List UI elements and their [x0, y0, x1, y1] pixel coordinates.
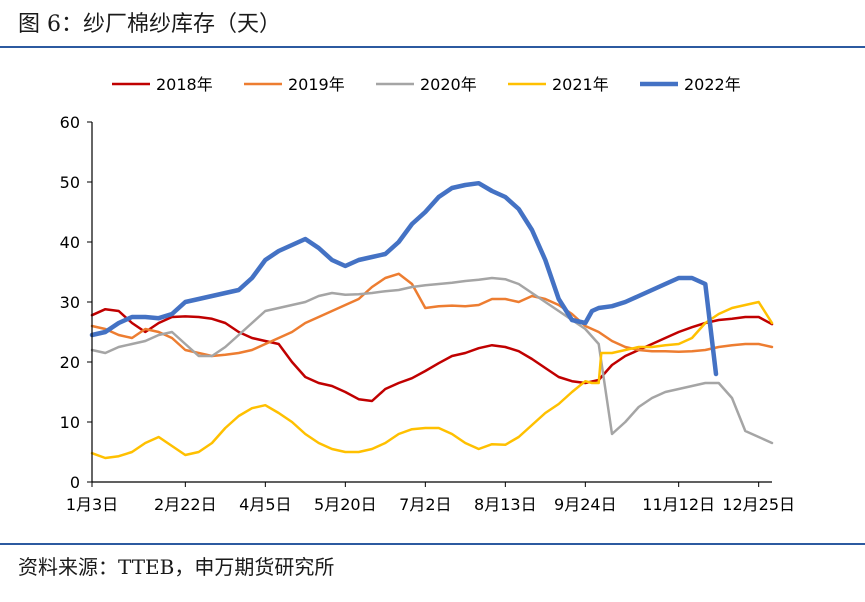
series-line-1	[90, 307, 774, 403]
legend-label: 2020年	[420, 75, 477, 94]
x-tick-label: 9月24日	[554, 495, 617, 514]
x-tick-label: 5月20日	[314, 495, 377, 514]
legend-label: 2018年	[156, 75, 213, 94]
legend-label: 2021年	[552, 75, 609, 94]
legend-label: 2022年	[684, 75, 741, 94]
x-axis-ticks: 1月3日 2月22日 4月5日 5月20日 7月2日 8月13日 9月24日 11月12日 12…	[66, 482, 795, 514]
line-chart: 2018年 2019年 2020年 2021年 2022年 0102030405060 …	[60, 75, 795, 514]
y-axis-ticks: 0 10 20 30 40 50 60	[60, 113, 92, 492]
legend-label: 2019年	[288, 75, 345, 94]
y-tick-label: 20	[60, 353, 80, 372]
legend: 2018年 2019年 2020年 2021年 2022年	[112, 75, 741, 94]
x-tick-label: 8月13日	[474, 495, 537, 514]
y-tick-label: 50	[60, 173, 80, 192]
y-tick-label: 0	[70, 473, 80, 492]
x-tick-label: 2月22日	[154, 495, 217, 514]
x-tick-label: 12月25日	[722, 495, 795, 514]
y-tick-label: 40	[60, 233, 80, 252]
x-tick-label: 11月12日	[642, 495, 715, 514]
y-tick-label: 60	[60, 113, 80, 132]
series-line-3	[90, 276, 774, 445]
series-line-5	[89, 180, 719, 377]
title-divider	[0, 46, 865, 48]
figure-title: 图 6：纱厂棉纱库存（天）	[18, 12, 281, 37]
x-tick-label: 4月5日	[239, 495, 291, 514]
series-line-4	[90, 300, 774, 460]
x-tick-label: 1月3日	[66, 495, 118, 514]
y-tick-label: 10	[60, 413, 80, 432]
y-tick-label: 30	[60, 293, 80, 312]
series-line-2	[90, 272, 774, 358]
series-lines	[89, 180, 774, 460]
x-tick-label: 7月2日	[399, 495, 451, 514]
source-divider	[0, 543, 865, 545]
source-note: 资料来源：TTEB，申万期货研究所	[18, 555, 335, 579]
